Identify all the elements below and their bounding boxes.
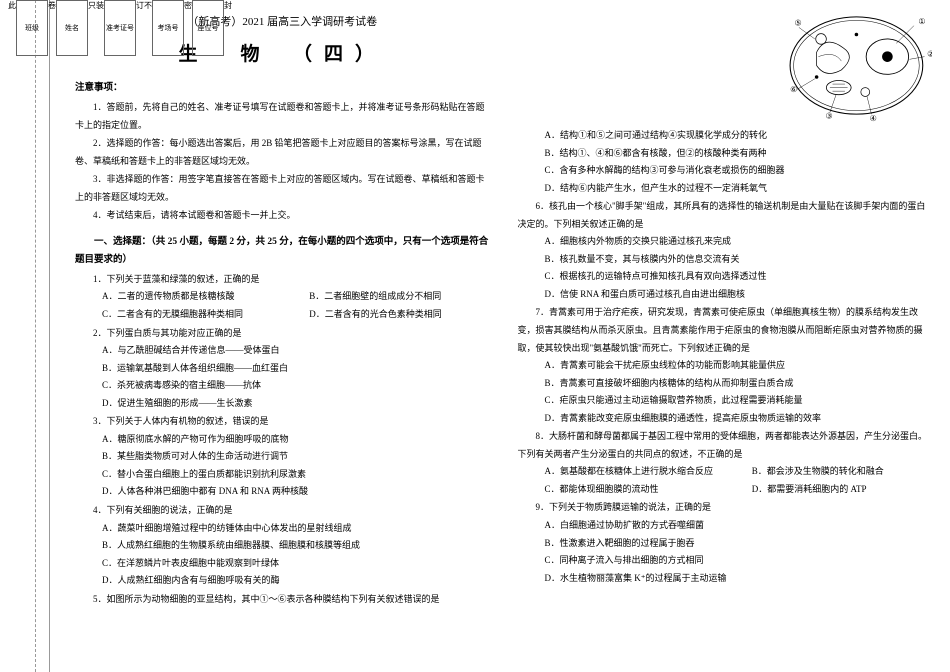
q6-stem: 6．核孔由一个核心"脚手架"组成，其所具有的选择性的输送机制是由大量贴在该脚手架… <box>518 198 933 233</box>
seal-char: 不 <box>144 0 152 672</box>
q7-opt-b: B．青蒿素可直接破坏细胞内核糖体的结构从而抑制蛋白质合成 <box>518 375 933 393</box>
right-column: ① ② ⑤ ⑥ ③ ④ A．结构①和⑤之间可通过结构④实现膜化学成分的转化 B．… <box>518 12 933 660</box>
lbl-2: ② <box>927 50 932 59</box>
q5-opt-a: A．结构①和⑤之间可通过结构④实现膜化学成分的转化 <box>518 127 933 145</box>
q6-opt-d: D．信使 RNA 和蛋白质可通过核孔自由进出细胞核 <box>518 286 933 304</box>
cell-diagram: ① ② ⑤ ⑥ ③ ④ <box>772 8 932 123</box>
lbl-6: ⑥ <box>790 85 797 94</box>
q8-opt-c: C．都能体现细胞膜的流动性 <box>518 481 725 499</box>
q1-opt-b: B．二者细胞壁的组成成分不相同 <box>282 288 489 306</box>
lbl-1: ① <box>918 17 925 26</box>
q1-opt-d: D．二者含有的光合色素种类相同 <box>282 306 489 324</box>
ticket-box: 准考证号 <box>104 0 136 56</box>
seal-char: 订 <box>136 0 144 672</box>
q5-opt-c: C．含有多种水解酶的结构③可参与消化衰老或损伤的细胞器 <box>518 162 933 180</box>
lbl-3: ③ <box>825 112 832 121</box>
q5-opt-d: D．结构⑥内能产生水，但产生水的过程不一定消耗氧气 <box>518 180 933 198</box>
seal-char: 密 <box>184 0 192 672</box>
seat-box: 座位号 <box>192 0 224 56</box>
lbl-4: ④ <box>870 114 877 123</box>
q8-opt-a: A．氨基酸都在核糖体上进行脱水缩合反应 <box>518 463 725 481</box>
q5-opt-b: B．结构①、④和⑥都含有核酸，但②的核酸种类有两种 <box>518 145 933 163</box>
q6-opt-b: B．核孔数量不变，其与核膜内外的信息交流有关 <box>518 251 933 269</box>
q8-opt-b: B．都会涉及生物膜的转化和融合 <box>725 463 932 481</box>
seal-char: 此 <box>8 0 16 672</box>
q9-opt-d: D．水生植物丽藻富集 K⁺的过程属于主动运输 <box>518 570 933 588</box>
lbl-5: ⑤ <box>795 19 802 28</box>
q7-opt-d: D．青蒿素能改变疟原虫细胞膜的通透性，提高疟原虫物质运输的效率 <box>518 410 933 428</box>
q6-opt-a: A．细胞核内外物质的交换只能通过核孔来完成 <box>518 233 933 251</box>
class-box: 班级 <box>16 0 48 56</box>
q9-opt-c: C．同种离子流入与排出细胞的方式相同 <box>518 552 933 570</box>
q9-opt-a: A．白细胞通过协助扩散的方式吞噬细菌 <box>518 517 933 535</box>
seal-char: 卷 <box>48 0 56 672</box>
q9-stem: 9．下列关于物质跨膜运输的说法，正确的是 <box>518 499 933 517</box>
seal-char: 封 <box>224 0 232 672</box>
q7-opt-a: A．青蒿素可能会干扰疟原虫线粒体的功能而影响其能量供应 <box>518 357 933 375</box>
q8-opt-d: D．都需要消耗细胞内的 ATP <box>725 481 932 499</box>
name-box: 姓名 <box>56 0 88 56</box>
binding-gutter: 封 座位号 密 考场号 不 订 准考证号 装 只 姓名 卷 班级 此 <box>0 0 50 672</box>
q7-stem: 7．青蒿素可用于治疗疟疾，研究发现，青蒿素可使疟原虫（单细胞真核生物）的膜系结构… <box>518 304 933 357</box>
seal-char: 装 <box>96 0 104 672</box>
room-box: 考场号 <box>152 0 184 56</box>
q8-stem: 8．大肠杆菌和酵母菌都属于基因工程中常用的受体细胞，两者都能表达外源基因，产生分… <box>518 428 933 463</box>
q7-opt-c: C．疟原虫只能通过主动运输摄取营养物质，此过程需要消耗能量 <box>518 392 933 410</box>
q9-opt-b: B．性激素进入靶细胞的过程属于胞吞 <box>518 535 933 553</box>
q6-opt-c: C．根据核孔的运输特点可推知核孔具有双向选择透过性 <box>518 268 933 286</box>
seal-char: 只 <box>88 0 96 672</box>
